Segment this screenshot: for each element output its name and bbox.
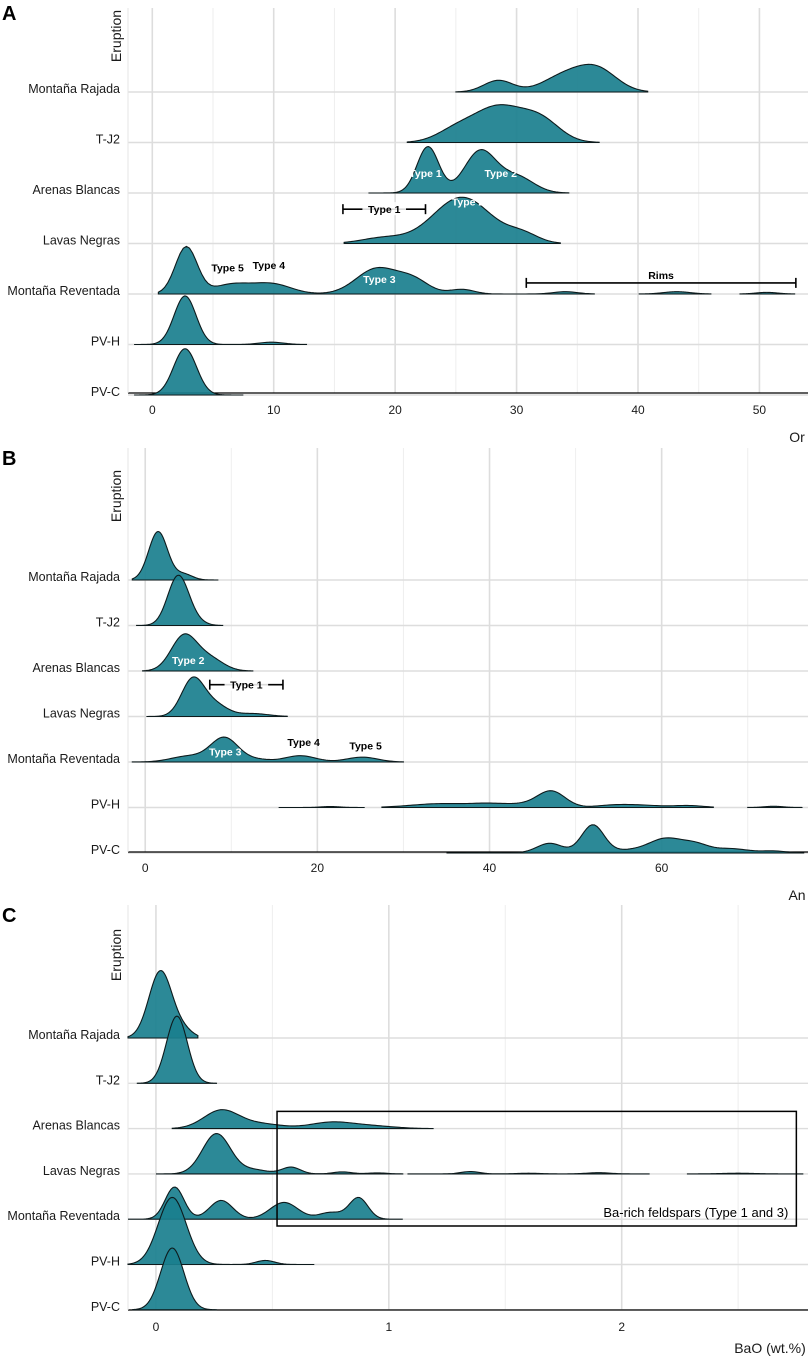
x-axis-title: BaO (wt.%): [734, 1340, 806, 1356]
x-tick-label: 2: [618, 1320, 625, 1334]
density-t-j2: [406, 104, 600, 144]
bracket-label: Rims: [648, 270, 674, 282]
density-pv-h: [127, 1196, 315, 1266]
x-tick-label: 40: [631, 403, 645, 417]
x-tick-label: 0: [142, 861, 149, 875]
y-axis-title: Eruption: [108, 929, 124, 981]
row-label-t-j2: T-J2: [96, 133, 120, 147]
x-axis-title: An: [788, 887, 805, 903]
density-t-j2: [136, 574, 224, 627]
density-montana-rajada: [455, 63, 649, 93]
bracket-label: Type 1: [368, 204, 401, 216]
density-arenas-blancas: [368, 146, 570, 194]
bracket-rims: Rims: [525, 270, 797, 288]
density-montana-reventada-part-2: [638, 291, 712, 295]
density-lavas-negras-part-1: [155, 1133, 404, 1175]
density-montana-reventada: [128, 1186, 403, 1220]
row-label-t-j2: T-J2: [96, 1073, 120, 1087]
density-lavas-negras: [343, 196, 561, 245]
density-arenas-blancas: [171, 1109, 434, 1130]
row-label-montana-reventada: Montaña Reventada: [7, 284, 120, 298]
row-label-montana-rajada: Montaña Rajada: [28, 1028, 120, 1042]
panel-b: B 0 20 40 60 An Eruption Montaña Rajada T-J2 Aren…: [2, 448, 808, 903]
y-axis-title: Eruption: [108, 470, 124, 522]
ba-rich-box-label: Ba-rich feldspars (Type 1 and 3): [603, 1205, 788, 1220]
x-tick-label: 0: [153, 1320, 160, 1334]
density-pv-h: [134, 295, 308, 346]
density-t-j2: [136, 1015, 218, 1084]
annotation-type-2: Type 2: [485, 168, 518, 180]
annotation-type-1: Type 1: [409, 168, 442, 180]
x-tick-label: 40: [483, 861, 497, 875]
density-montana-reventada: [131, 736, 404, 763]
row-label-montana-reventada: Montaña Reventada: [7, 752, 120, 766]
row-label-pv-h: PV-H: [91, 335, 120, 349]
x-tick-label: 0: [149, 403, 156, 417]
density-pv-h-part-2: [381, 790, 714, 809]
panel-letter: B: [2, 448, 16, 470]
bracket-type-1: Type 1: [342, 202, 427, 216]
row-label-pv-c: PV-C: [91, 1300, 120, 1314]
row-label-arenas-blancas: Arenas Blancas: [32, 183, 120, 197]
row-label-lavas-negras: Lavas Negras: [43, 234, 120, 248]
annotation-type-4: Type 4: [253, 260, 286, 272]
x-tick-label: 20: [311, 861, 325, 875]
annotation-type-5: Type 5: [211, 262, 244, 274]
x-tick-label: 60: [655, 861, 669, 875]
row-label-arenas-blancas: Arenas Blancas: [32, 1119, 120, 1133]
x-tick-label: 50: [753, 403, 767, 417]
density-pv-h-part-1: [278, 805, 365, 809]
x-tick-label: 20: [388, 403, 402, 417]
row-label-t-j2: T-J2: [96, 616, 120, 630]
annotation-type-2: Type 2: [452, 197, 485, 209]
density-lavas-negras-part-2: [407, 1171, 650, 1175]
x-tick-label: 30: [510, 403, 524, 417]
panel-letter: C: [2, 905, 16, 927]
panel-a: A 0 10 20 30 40 50 Or Eruption Montaña Rajada T-J2…: [2, 3, 808, 445]
row-label-lavas-negras: Lavas Negras: [43, 707, 120, 721]
row-label-arenas-blancas: Arenas Blancas: [32, 661, 120, 675]
row-label-pv-h: PV-H: [91, 1255, 120, 1269]
row-label-pv-h: PV-H: [91, 798, 120, 812]
annotation-type-2: Type 2: [172, 655, 205, 667]
density-montana-reventada-part-3: [739, 291, 796, 295]
density-pv-h-part-3: [747, 805, 803, 809]
density-montana-rajada: [127, 970, 199, 1039]
y-axis-title: Eruption: [108, 10, 124, 62]
bracket-label: Type 1: [230, 680, 263, 692]
ba-rich-box: [276, 1110, 798, 1227]
density-montana-rajada: [131, 530, 219, 581]
density-arenas-blancas: [142, 633, 254, 672]
x-tick-label: 10: [267, 403, 281, 417]
row-label-pv-c: PV-C: [91, 385, 120, 399]
density-montana-reventada-part-1: [157, 245, 595, 295]
annotation-type-3: Type 3: [209, 747, 242, 759]
density-lavas-negras-part-3: [686, 1172, 804, 1175]
density-lavas-negras: [146, 676, 288, 718]
annotation-type-4: Type 4: [287, 737, 320, 749]
x-axis-title: Or: [789, 429, 805, 445]
row-label-pv-c: PV-C: [91, 843, 120, 857]
annotation-type-3: Type 3: [363, 274, 396, 286]
row-label-montana-rajada: Montaña Rajada: [28, 570, 120, 584]
density-pv-c: [134, 348, 244, 396]
density-pv-c: [132, 1247, 218, 1311]
row-label-montana-rajada: Montaña Rajada: [28, 82, 120, 96]
x-tick-label: 1: [385, 1320, 392, 1334]
panel-c: C 0 1 2 BaO (wt.%) Eruption Montaña Rajada T-J2…: [2, 905, 808, 1356]
row-label-lavas-negras: Lavas Negras: [43, 1164, 120, 1178]
panel-letter: A: [2, 3, 16, 25]
density-pv-c: [446, 824, 805, 854]
row-label-montana-reventada: Montaña Reventada: [7, 1209, 120, 1223]
bracket-type-1: Type 1: [208, 677, 284, 692]
annotation-type-5: Type 5: [349, 740, 382, 752]
